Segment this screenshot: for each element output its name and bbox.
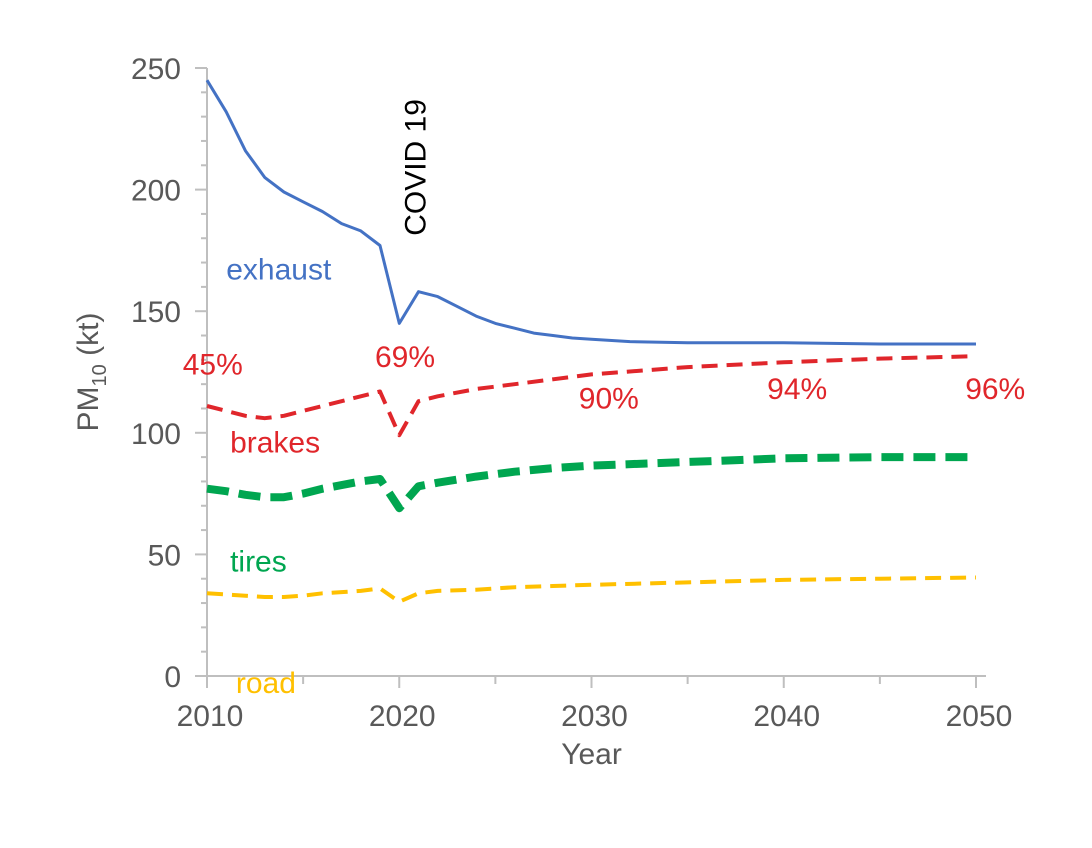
series-line-exhaust xyxy=(205,79,976,346)
percent-label: 69% xyxy=(375,341,435,374)
series-line-road xyxy=(206,575,977,604)
series-label-tires: tires xyxy=(230,545,287,578)
series-line-tires xyxy=(206,453,976,513)
y-tick-label: 150 xyxy=(131,296,181,329)
x-tick-label: 2010 xyxy=(177,700,244,733)
series-label-exhaust: exhaust xyxy=(226,254,332,287)
labels: 0 50 100 150 200 250 2010 2020 2030 2040 2050 Year P… xyxy=(72,53,1025,771)
percent-label: 90% xyxy=(579,382,639,415)
series-line-brakes xyxy=(206,354,977,438)
x-axis-title: Year xyxy=(561,738,622,771)
y-tick-label: 0 xyxy=(164,661,181,694)
y-tick-label: 50 xyxy=(148,539,181,572)
series-label-road: road xyxy=(236,667,296,700)
y-tick-label: 100 xyxy=(131,418,181,451)
annotation-covid: COVID 19 xyxy=(399,99,432,236)
x-tick-label: 2040 xyxy=(753,700,820,733)
y-axis-title: PM10 (kt) xyxy=(72,313,111,432)
percent-label: 45% xyxy=(183,348,243,381)
percent-label: 94% xyxy=(767,373,827,406)
x-tick-label: 2050 xyxy=(946,700,1013,733)
y-tick-label: 200 xyxy=(131,175,181,208)
percent-label: 96% xyxy=(965,373,1025,406)
series-layer xyxy=(205,79,977,604)
x-tick-label: 2020 xyxy=(369,700,436,733)
y-tick-label: 250 xyxy=(131,53,181,86)
series-label-brakes: brakes xyxy=(230,426,320,459)
x-tick-label: 2030 xyxy=(561,700,628,733)
axes xyxy=(195,67,986,688)
